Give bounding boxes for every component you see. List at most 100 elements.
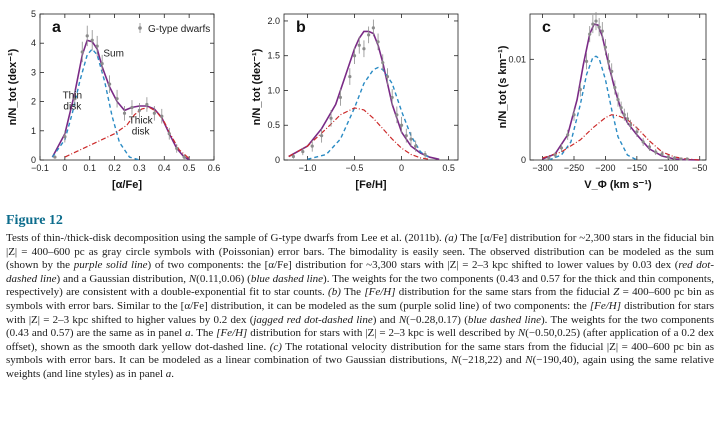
data-point: [100, 62, 104, 66]
data-point: [628, 123, 633, 127]
y-axis-label: n/N_tot (dex⁻¹): [7, 48, 19, 125]
caption-run: . The: [190, 327, 217, 340]
caption-run: (−218,22) and: [458, 354, 526, 367]
data-point: [414, 144, 418, 148]
caption-run: a: [185, 327, 191, 340]
data-point: [660, 152, 664, 156]
data-point: [622, 113, 626, 117]
data-point: [376, 40, 380, 44]
data-point: [654, 150, 658, 154]
series-line-dotdash: [542, 114, 700, 161]
figure-12-plots: −0.1 0 0.1 0.2 0.3 0.4 0.5 0.6 0 1 2 3 4 5 [α/Fe] n/N_t…: [0, 0, 720, 208]
y-tick-label: 1.0: [267, 85, 280, 95]
caption-run: blue dashed line: [250, 272, 324, 285]
caption-run: .: [171, 367, 175, 380]
caption-run: blue dashed line: [467, 313, 541, 326]
caption-run: The: [340, 286, 365, 299]
plot-frame: [283, 13, 459, 161]
data-point: [685, 157, 689, 161]
y-tick-label: 0: [31, 155, 36, 165]
data-point: [390, 95, 394, 100]
data-point: [90, 38, 94, 42]
data-point: [301, 150, 305, 154]
caption-run: N: [398, 313, 407, 326]
panel-a: −0.1 0 0.1 0.2 0.3 0.4 0.5 0.6012345[α/Fe]n/N_t…: [7, 9, 220, 191]
x-axis-label: V_Φ (km s⁻¹): [584, 179, 652, 191]
caption-run: (a): [444, 232, 458, 244]
plot-frame: [529, 13, 707, 161]
data-point: [606, 59, 611, 63]
data-point: [566, 133, 570, 137]
x-tick-label: −150: [627, 163, 647, 173]
figure-svg: −0.1 0 0.1 0.2 0.3 0.4 0.5 0.6012345[α/Fe]n/N_t…: [7, 9, 707, 191]
panel-letter: c: [542, 19, 551, 36]
data-point: [310, 144, 314, 148]
series-line-dashed: [51, 47, 140, 161]
data-point: [291, 154, 296, 159]
data-point: [597, 25, 601, 29]
caption-run: [Fe/H]: [589, 299, 622, 312]
x-tick-label: 0: [62, 163, 67, 173]
data-point: [666, 155, 670, 159]
data-point: [152, 111, 156, 115]
figure-title: Figure 12: [6, 213, 63, 228]
data-point: [115, 97, 119, 101]
caption-run: (c): [269, 340, 282, 353]
data-point: [641, 140, 645, 144]
figure-caption: Tests of thin-/thick-disk decomposition …: [6, 232, 714, 382]
data-point: [553, 153, 557, 157]
data-point: [547, 156, 551, 160]
data-point: [53, 155, 57, 159]
caption-run: ) of two components: the [α/Fe] distribu…: [147, 259, 679, 272]
data-point: [160, 114, 164, 118]
data-point: [409, 137, 413, 141]
x-tick-label: 0: [399, 163, 404, 173]
data-point: [399, 123, 404, 127]
x-tick-label: −200: [595, 163, 615, 173]
x-tick-label: 0.4: [158, 163, 171, 173]
data-point: [395, 113, 399, 117]
data-point: [85, 34, 89, 38]
data-point: [584, 59, 589, 63]
data-point: [352, 54, 357, 58]
y-tick-label: 4: [31, 38, 36, 48]
data-point: [381, 61, 385, 65]
data-point: [619, 106, 623, 110]
caption-run: a: [165, 367, 172, 380]
data-point: [616, 97, 620, 102]
data-point: [167, 132, 171, 136]
caption-run: (−0.28,0.17) (: [406, 313, 468, 326]
x-tick-label: 0.2: [108, 163, 121, 173]
caption-run: N: [188, 272, 197, 285]
y-tick-label: 0.01: [508, 54, 526, 64]
caption-run: (−0.50,0.25) (after application of a 0.2…: [6, 327, 715, 353]
caption-run: [Fe/H]: [364, 286, 396, 299]
data-point: [635, 130, 639, 134]
data-point: [672, 156, 677, 160]
data-point: [559, 146, 564, 150]
data-point: [357, 43, 361, 47]
panel-letter: a: [52, 19, 61, 36]
panel-letter: b: [296, 19, 306, 36]
annotation-sum: Sum: [103, 48, 124, 59]
data-point: [404, 134, 408, 138]
data-point: [610, 69, 614, 73]
caption-run: (b): [328, 286, 341, 299]
data-point: [367, 33, 371, 37]
y-tick-label: 3: [31, 67, 36, 77]
data-point: [591, 22, 595, 26]
legend: G-type dwarfs: [138, 23, 210, 35]
caption-run: purple solid line: [73, 259, 148, 272]
data-point: [594, 19, 598, 23]
data-point: [348, 74, 352, 79]
data-point: [130, 105, 134, 110]
x-tick-label: 0.1: [83, 163, 96, 173]
panel-b: −1.0 −0.5 0 0.5 0 0.5 1.0 1.5 2.0 [Fe/H] n/N_tot (…: [251, 13, 459, 191]
annotation-thin: Thin: [63, 91, 82, 102]
y-tick-label: 0: [275, 155, 280, 165]
series-line-dotdash: [288, 107, 430, 160]
x-tick-label: 0.5: [183, 163, 196, 173]
x-axis-label: [α/Fe]: [112, 179, 142, 191]
data-point: [679, 157, 683, 161]
caption-run: ) and: [372, 313, 399, 326]
